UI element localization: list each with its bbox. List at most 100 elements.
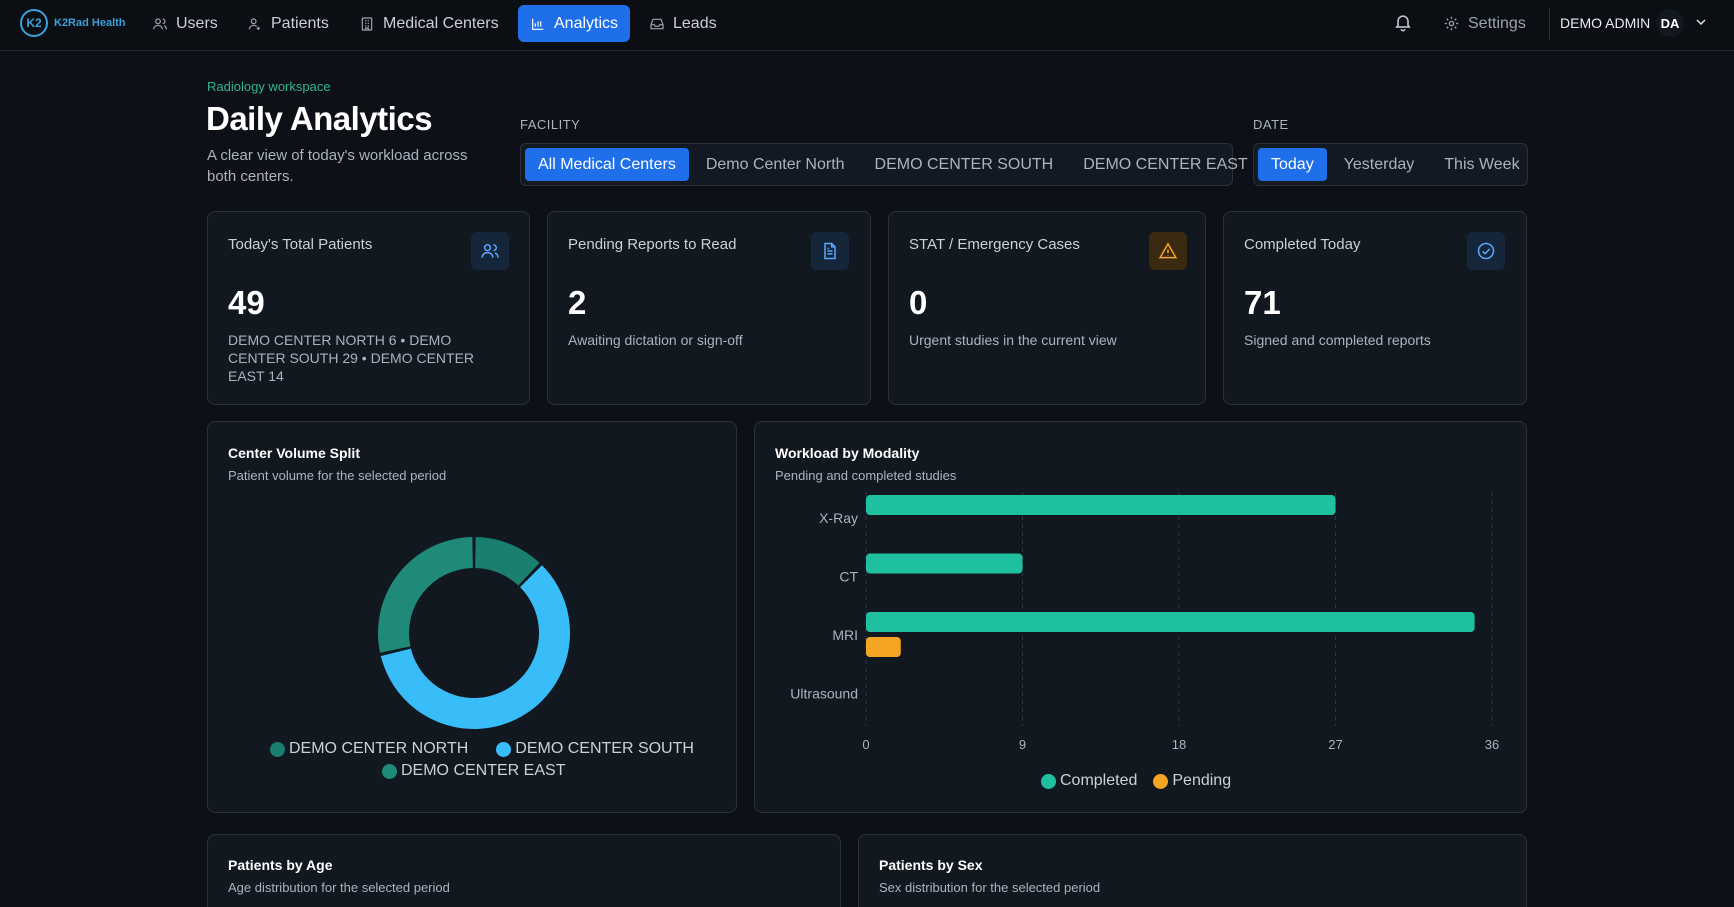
kpi-title: STAT / Emergency Cases — [909, 236, 1080, 253]
logo-mark-icon: K2 — [20, 9, 48, 37]
kpi-note: DEMO CENTER NORTH 6 • DEMO CENTER SOUTH … — [228, 332, 475, 384]
chart-title: Center Volume Split — [228, 445, 360, 461]
legend-item-east[interactable]: DEMO CENTER EAST — [382, 762, 565, 780]
patients-by-sex-card: Patients by Sex Sex distribution for the… — [858, 834, 1527, 907]
user-menu-toggle[interactable] — [1693, 14, 1709, 30]
x-tick-label: 36 — [1485, 737, 1499, 752]
y-tick-label: CT — [839, 569, 858, 585]
settings-button[interactable]: Settings — [1443, 5, 1526, 42]
legend-item-south[interactable]: DEMO CENTER SOUTH — [496, 740, 694, 758]
user-name[interactable]: DEMO ADMIN — [1560, 15, 1651, 31]
nav-item-label: Patients — [271, 14, 329, 32]
top-navigation-bar: K2 K2Rad Health Users Patients Medical C… — [0, 0, 1734, 51]
date-option-today[interactable]: Today — [1258, 148, 1327, 181]
kpi-card-pending-reports: Pending Reports to Read 2 Awaiting dicta… — [547, 211, 871, 405]
chart-subtitle: Age distribution for the selected period — [228, 880, 450, 895]
kpi-icon-box — [1467, 232, 1505, 270]
kpi-card-stat-cases: STAT / Emergency Cases 0 Urgent studies … — [888, 211, 1206, 405]
workload-by-modality-card: Workload by Modality Pending and complet… — [754, 421, 1527, 813]
logo[interactable]: K2 K2Rad Health — [20, 9, 126, 37]
page-description: A clear view of today's workload across … — [207, 147, 468, 185]
facility-filter-label: FACILITY — [520, 117, 581, 132]
nav-item-users[interactable]: Users — [140, 5, 230, 42]
logo-text: K2Rad Health — [54, 17, 126, 29]
users-icon — [153, 17, 167, 29]
legend-label: Pending — [1172, 772, 1232, 789]
avatar[interactable]: DA — [1656, 9, 1684, 37]
chart-subtitle: Pending and completed studies — [775, 468, 957, 483]
chart-subtitle: Patient volume for the selected period — [228, 468, 447, 483]
inbox-icon — [650, 18, 664, 29]
nav-item-label: Leads — [673, 14, 717, 32]
x-tick-label: 0 — [862, 737, 869, 752]
kpi-icon-box — [471, 232, 509, 270]
kpi-note: Urgent studies in the current view — [909, 332, 1117, 348]
date-option-this-week[interactable]: This Week — [1444, 155, 1520, 173]
nav-item-analytics[interactable]: Analytics — [518, 5, 631, 42]
kpi-card-completed-today: Completed Today 71 Signed and completed … — [1223, 211, 1527, 405]
donut-slice-demo-center-south[interactable] — [380, 565, 570, 729]
warning-icon — [1158, 242, 1178, 259]
bar-pending-mri[interactable] — [866, 637, 901, 657]
legend-swatch — [1153, 773, 1169, 789]
nav-item-medical-centers[interactable]: Medical Centers — [347, 5, 511, 42]
settings-label: Settings — [1468, 14, 1526, 32]
legend-label: DEMO CENTER EAST — [401, 762, 566, 779]
donut-slice-demo-center-north[interactable] — [475, 537, 540, 586]
facility-option-east[interactable]: DEMO CENTER EAST — [1083, 155, 1248, 173]
patient-icon — [248, 17, 260, 30]
bar-completed-x-ray[interactable] — [866, 495, 1336, 515]
gear-icon — [1444, 16, 1459, 31]
divider — [1549, 8, 1550, 40]
legend-swatch — [270, 741, 285, 757]
users-icon — [481, 244, 499, 258]
kpi-icon-box — [811, 232, 849, 270]
nav-item-patients[interactable]: Patients — [235, 5, 341, 42]
bell-icon — [1395, 15, 1411, 32]
legend-item-completed[interactable]: Completed — [1041, 772, 1137, 790]
center-volume-split-card: Center Volume Split Patient volume for t… — [207, 421, 737, 813]
bar-completed-ct[interactable] — [866, 553, 1023, 574]
kpi-value: 71 — [1244, 284, 1281, 321]
kpi-note: Awaiting dictation or sign-off — [568, 332, 743, 348]
legend-label: DEMO CENTER NORTH — [289, 740, 469, 757]
check-circle-icon — [1477, 242, 1495, 260]
legend-swatch — [1041, 773, 1056, 789]
nav-item-label: Users — [176, 14, 218, 32]
kpi-value: 2 — [568, 284, 587, 321]
chart-title: Patients by Sex — [879, 857, 983, 873]
kpi-value: 49 — [228, 284, 265, 321]
facility-option-south[interactable]: DEMO CENTER SOUTH — [874, 155, 1054, 173]
date-option-yesterday[interactable]: Yesterday — [1343, 155, 1415, 173]
legend-item-pending[interactable]: Pending — [1153, 772, 1231, 790]
document-icon — [824, 242, 836, 260]
bar-completed-mri[interactable] — [866, 612, 1475, 632]
patients-by-age-card: Patients by Age Age distribution for the… — [207, 834, 841, 907]
y-tick-label: X-Ray — [819, 510, 858, 526]
donut-legend: DEMO CENTER NORTH DEMO CENTER SOUTH — [270, 740, 694, 758]
chart-title: Workload by Modality — [775, 445, 920, 461]
kpi-note: Signed and completed reports — [1244, 332, 1431, 348]
x-tick-label: 9 — [1019, 737, 1026, 752]
date-filter: Today Yesterday This Week — [1253, 143, 1528, 186]
kpi-title: Completed Today — [1244, 236, 1361, 253]
legend-swatch — [496, 741, 512, 757]
notifications-button[interactable] — [1393, 12, 1415, 34]
chevron-down-icon — [1696, 19, 1706, 25]
kpi-title: Today's Total Patients — [228, 236, 373, 253]
facility-option-north[interactable]: Demo Center North — [705, 155, 845, 173]
nav-item-label: Analytics — [554, 14, 619, 32]
facility-option-all[interactable]: All Medical Centers — [525, 148, 689, 181]
kpi-card-total-patients: Today's Total Patients 49 DEMO CENTER NO… — [207, 211, 530, 405]
legend-item-north[interactable]: DEMO CENTER NORTH — [270, 740, 468, 758]
y-tick-label: Ultrasound — [790, 686, 858, 702]
page-title: Daily Analytics — [206, 100, 433, 137]
kpi-icon-box — [1149, 232, 1187, 270]
donut-slice-demo-center-east[interactable] — [378, 537, 473, 653]
legend-swatch — [382, 763, 397, 779]
bar-legend: Completed Pending — [1041, 772, 1231, 790]
date-filter-label: DATE — [1253, 117, 1289, 132]
chart-title: Patients by Age — [228, 857, 333, 873]
nav-item-leads[interactable]: Leads — [637, 5, 729, 42]
facility-filter: All Medical Centers Demo Center North DE… — [520, 143, 1248, 186]
